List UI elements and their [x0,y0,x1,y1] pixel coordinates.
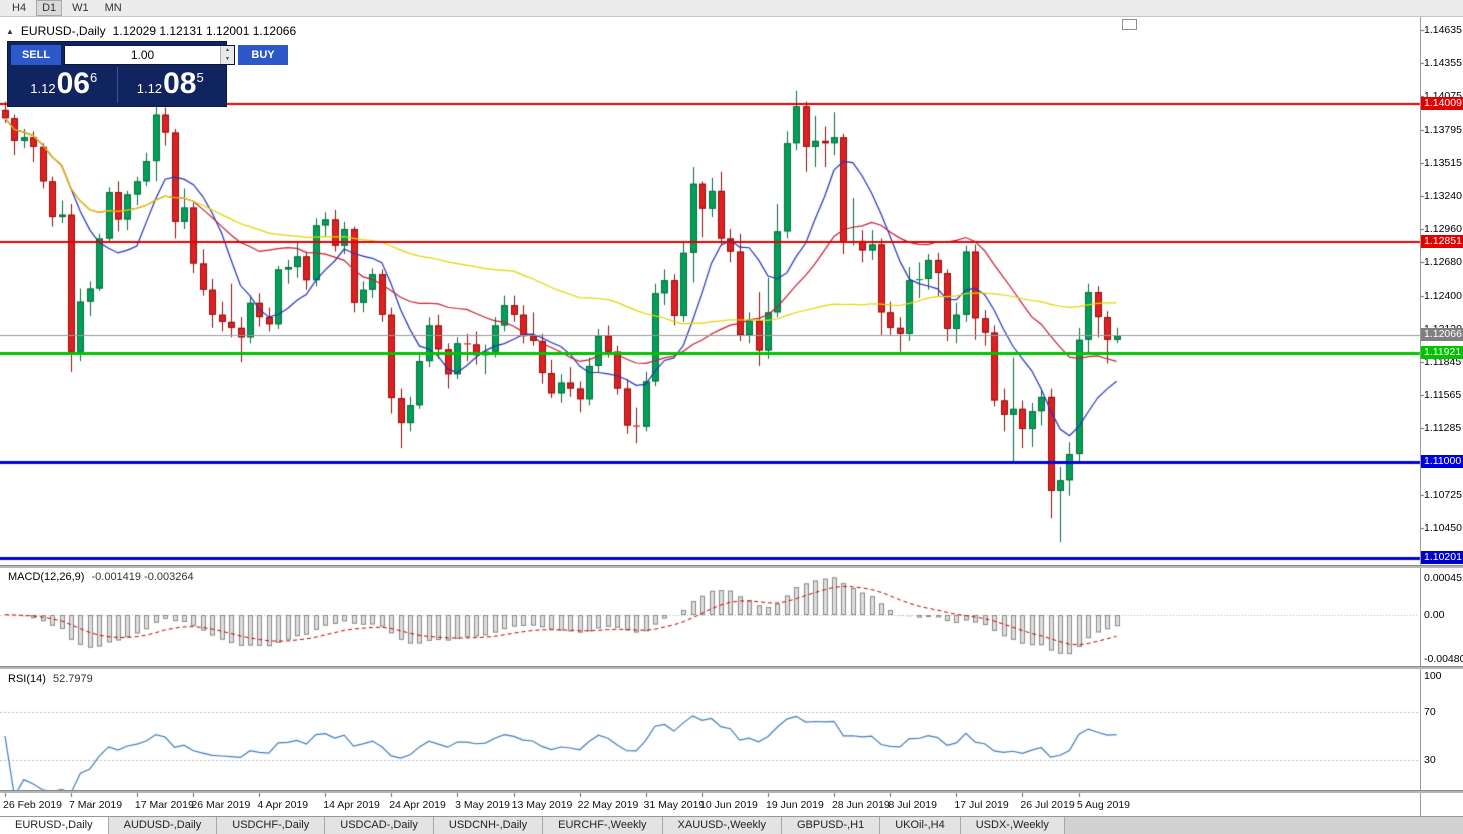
price-level-label: 1.10201 [1421,550,1463,564]
date-tick-label: 8 Jul 2019 [888,799,937,811]
buy-button[interactable]: BUY [238,45,288,65]
price-level-label: 1.12851 [1421,234,1463,248]
one-click-panel-toggle-icon[interactable]: ▲ [6,26,14,36]
price-tick-label: 1.10450 [1424,521,1462,534]
chart-tab[interactable]: USDX-,Weekly [960,817,1065,834]
date-tick-label: 14 Apr 2019 [323,799,380,811]
volume-field: ▲ ▼ [64,45,235,65]
rsi-axis-label: 100 [1424,670,1442,682]
date-tick-label: 31 May 2019 [643,799,705,811]
rsi-indicator-label: RSI(14) 52.7979 [8,673,93,685]
date-tick-label: 28 Jun 2019 [831,799,890,811]
sell-button[interactable]: SELL [11,45,61,65]
chart-shift-marker[interactable] [1122,19,1137,30]
buy-price-display[interactable]: 1.12 08 5 [118,67,224,103]
price-tick-label: 1.12960 [1424,222,1462,235]
timeframe-mn-button[interactable]: MN [104,2,122,14]
price-level-label: 1.14009 [1421,97,1463,111]
chart-tab[interactable]: GBPUSD-,H1 [781,817,881,834]
chart-tab[interactable]: EURUSD-,Daily [0,817,109,834]
date-tick-label: 22 May 2019 [577,799,639,811]
timeframe-d1-button[interactable]: D1 [36,0,63,16]
one-click-trading-panel: SELL ▲ ▼ BUY 1.12 06 6 1.12 08 5 [8,42,288,106]
price-tick-label: 1.14355 [1424,56,1462,69]
rsi-axis-label: 30 [1424,754,1436,766]
timeframe-h4-button[interactable]: H4 [12,2,27,14]
macd-values: -0.001419 -0.003264 [91,571,194,583]
price-tick-label: 1.13240 [1424,189,1462,202]
sell-price-main: 1.12 [30,81,56,96]
sell-price-point: 6 [89,70,98,85]
trade-panel-controls: SELL ▲ ▼ BUY [11,45,288,65]
buy-price-pips: 08 [163,67,197,100]
volume-spinner: ▲ ▼ [220,46,234,64]
date-tick-label: 17 Jul 2019 [954,799,1009,811]
trade-panel-prices: 1.12 06 6 1.12 08 5 [11,67,223,103]
date-tick-label: 7 Mar 2019 [68,799,123,811]
sell-price-display[interactable]: 1.12 06 6 [11,67,118,103]
price-tick-label: 1.11285 [1424,422,1462,435]
price-tick-label: 1.13795 [1424,123,1462,136]
chart-tab[interactable]: EURCHF-,Weekly [543,817,663,834]
date-tick-label: 4 Apr 2019 [257,799,309,811]
chart-ohlc-values: 1.12029 1.12131 1.12001 1.12066 [112,24,297,38]
macd-axis-label: 0.0004517 [1424,572,1463,584]
price-level-label: 1.12066 [1421,328,1463,342]
price-level-label: 1.11921 [1421,345,1463,359]
chart-tab[interactable]: USDCHF-,Daily [217,817,326,834]
date-tick-label: 3 May 2019 [455,799,511,811]
chart-tab[interactable]: XAUUSD-,Weekly [662,817,782,834]
panel-splitter[interactable] [0,666,1463,669]
macd-indicator-label: MACD(12,26,9) -0.001419 -0.003264 [8,571,194,583]
chart-tab-bar: EURUSD-,Daily AUDUSD-,Daily USDCHF-,Daily U… [0,816,1463,834]
volume-input[interactable] [65,46,220,64]
price-tick-label: 1.12680 [1424,256,1462,269]
timeframe-toolbar: H4 D1 W1 MN [0,0,1463,17]
date-tick-label: 5 Aug 2019 [1076,799,1131,811]
panel-splitter[interactable] [0,790,1463,793]
date-tick-label: 26 Jul 2019 [1020,799,1075,811]
date-tick-label: 19 Jun 2019 [766,799,824,811]
price-tick-label: 1.11565 [1424,389,1462,402]
chart-tab[interactable]: USDCNH-,Daily [433,817,544,834]
buy-price-point: 5 [196,70,204,85]
chart-symbol-period: EURUSD-,Daily [20,24,106,38]
price-level-label: 1.11000 [1421,455,1463,469]
rsi-axis-label: 70 [1424,706,1436,718]
price-chart-canvas[interactable] [0,0,1463,816]
sell-price-pips: 06 [56,67,90,100]
price-tick-label: 1.14635 [1424,23,1462,36]
macd-name: MACD(12,26,9) [8,571,85,583]
rsi-name: RSI(14) [8,673,46,685]
price-tick-label: 1.10725 [1424,489,1462,502]
date-tick-label: 13 May 2019 [511,799,573,811]
price-axis-border [1420,17,1421,816]
chart-tab[interactable]: USDCAD-,Daily [325,817,434,834]
volume-up-icon[interactable]: ▲ [221,46,234,55]
buy-price-main: 1.12 [136,81,163,96]
timeframe-w1-button[interactable]: W1 [72,2,89,14]
date-tick-label: 17 Mar 2019 [134,799,194,811]
chart-title: ▲ EURUSD-,Daily 1.12029 1.12131 1.12001 … [6,24,296,38]
price-tick-label: 1.12400 [1424,289,1462,302]
date-tick-label: 26 Feb 2019 [3,799,62,811]
rsi-value: 52.7979 [52,673,93,685]
date-tick-label: 10 Jun 2019 [700,799,758,811]
price-tick-label: 1.11845 [1424,355,1462,368]
panel-splitter[interactable] [0,565,1463,568]
time-axis: 26 Feb 2019 7 Mar 2019 17 Mar 2019 26 Mar 2… [0,793,1463,816]
date-tick-label: 24 Apr 2019 [389,799,446,811]
volume-down-icon[interactable]: ▼ [221,55,234,64]
price-tick-label: 1.13515 [1424,156,1462,169]
chart-tab[interactable]: AUDUSD-,Daily [108,817,218,834]
date-tick-label: 26 Mar 2019 [191,799,251,811]
chart-tab[interactable]: UKOil-,H4 [880,817,961,834]
macd-axis-label: 0.00 [1424,609,1445,621]
macd-axis-label: -0.0048060 [1424,653,1463,665]
